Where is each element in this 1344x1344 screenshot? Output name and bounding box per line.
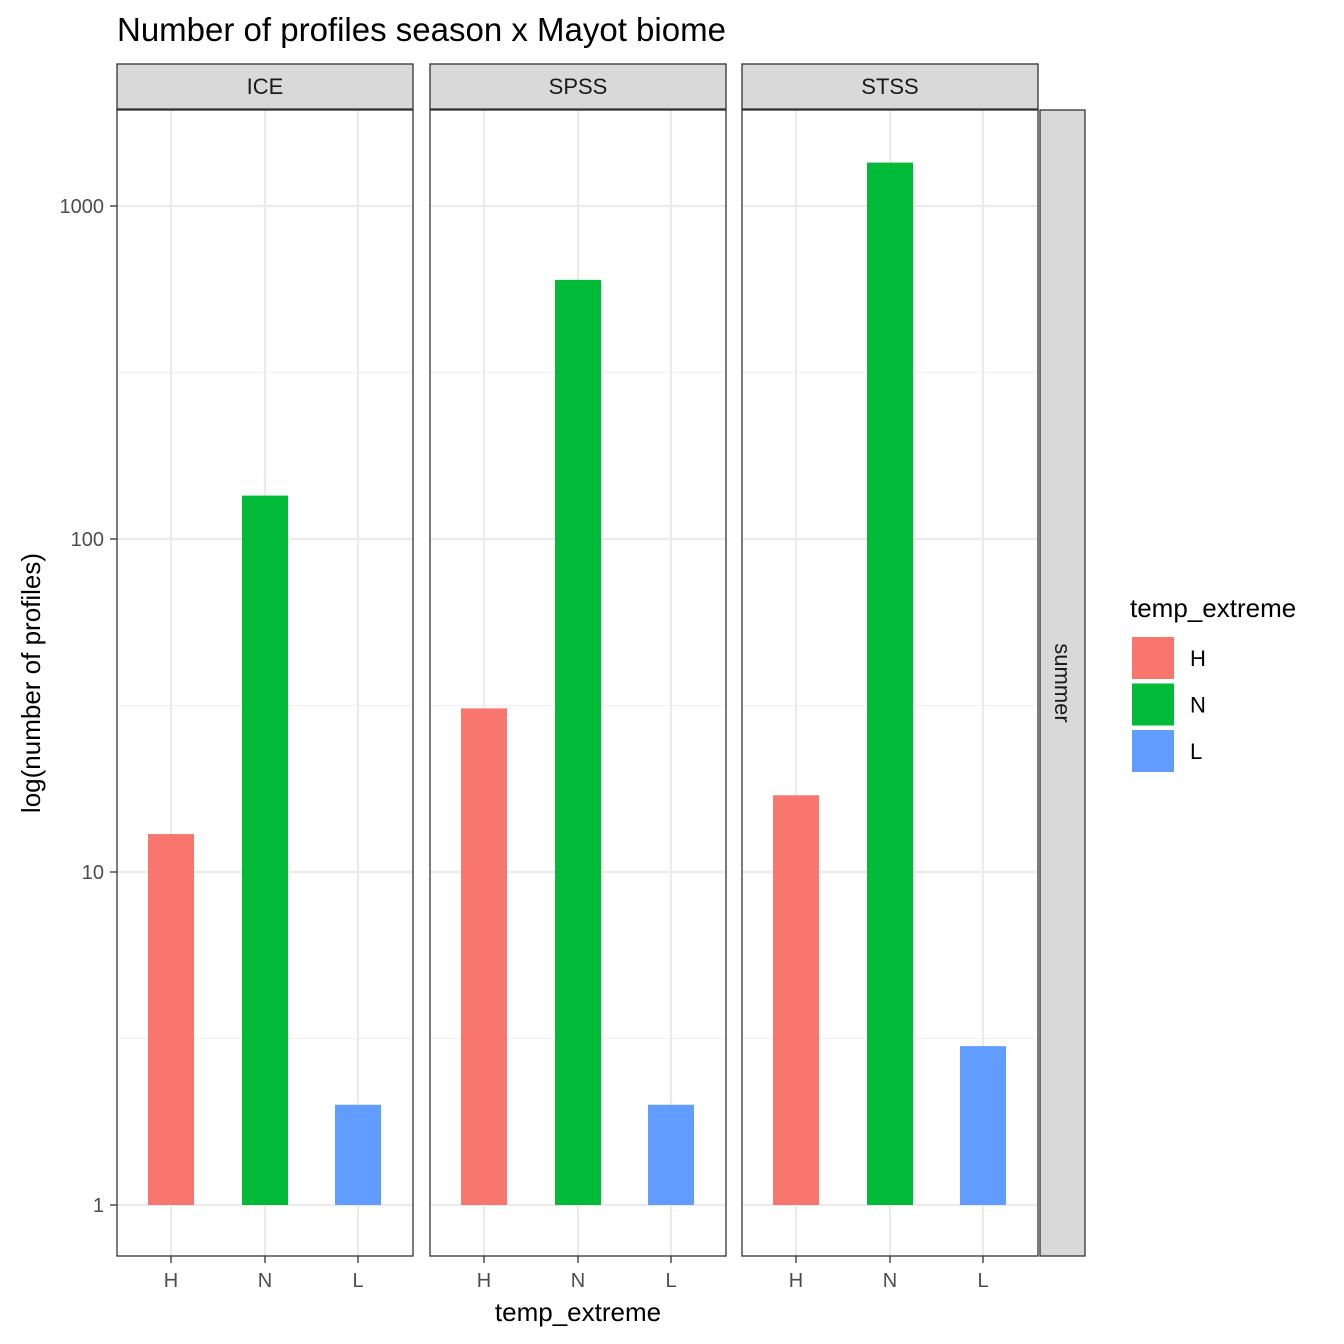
bar-spss-h: [461, 708, 507, 1205]
legend-title: temp_extreme: [1130, 593, 1296, 623]
legend-label-n: N: [1190, 693, 1206, 718]
row-strip-label: summer: [1050, 643, 1075, 722]
y-tick-label: 1000: [60, 196, 105, 218]
panel-ice: ICE H N L: [116, 63, 414, 1292]
facet-strip: [741, 63, 1039, 110]
y-tick-label: 1: [93, 1195, 104, 1217]
row-strip-box: [1039, 109, 1086, 1257]
panel-stss: STSS H N L: [741, 63, 1039, 1292]
facet-row-strip: summer: [1039, 109, 1086, 1257]
y-axis-title: log(number of profiles): [16, 553, 46, 813]
x-tick-label: L: [352, 1270, 363, 1292]
panel-spss: SPSS H N L: [429, 63, 727, 1292]
x-tick-label: L: [665, 1270, 676, 1292]
legend-label-l: L: [1190, 739, 1202, 764]
bar-ice-h: [148, 834, 194, 1205]
facet-strip: [116, 63, 414, 110]
y-axis: 1 10 100 1000: [60, 196, 117, 1217]
chart-title: Number of profiles season x Mayot biome: [117, 11, 726, 48]
bar-ice-l: [335, 1104, 381, 1205]
legend: temp_extreme HNL: [1130, 593, 1296, 772]
y-tick-label: 100: [71, 529, 104, 551]
x-tick-label: L: [977, 1270, 988, 1292]
legend-key-h: [1132, 637, 1174, 679]
x-tick-label: H: [477, 1270, 491, 1292]
x-tick-label: N: [258, 1270, 272, 1292]
x-tick-label: N: [883, 1270, 897, 1292]
facet-panels: ICE H N L SPSS H N L STSS H N L: [116, 63, 1039, 1292]
facet-strip-label: SPSS: [549, 74, 608, 99]
x-axis-title: temp_extreme: [495, 1297, 661, 1327]
bar-ice-n: [242, 495, 288, 1205]
y-tick-label: 10: [82, 862, 104, 884]
facet-strip-label: STSS: [861, 74, 918, 99]
facet-strip: [429, 63, 727, 110]
x-tick-label: H: [789, 1270, 803, 1292]
bar-spss-l: [648, 1104, 694, 1205]
x-tick-label: N: [571, 1270, 585, 1292]
legend-key-l: [1132, 730, 1174, 772]
bar-stss-h: [773, 795, 819, 1205]
bar-stss-n: [867, 162, 913, 1205]
legend-key-n: [1132, 683, 1174, 726]
bar-stss-l: [960, 1046, 1006, 1205]
x-tick-label: H: [164, 1270, 178, 1292]
bar-spss-n: [555, 279, 601, 1206]
facet-strip-label: ICE: [247, 74, 284, 99]
legend-label-h: H: [1190, 646, 1206, 671]
